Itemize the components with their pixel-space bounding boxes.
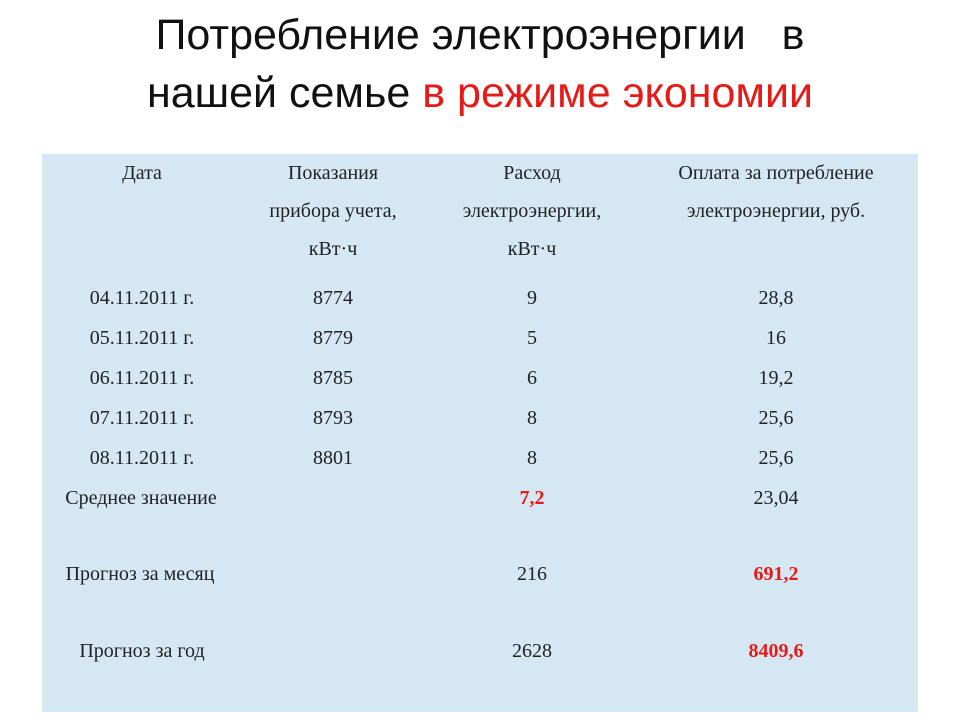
header-meter: Показания прибора учета, кВт·ч: [242, 154, 424, 268]
row-1-date: 04.11.2011 г.: [89, 287, 195, 309]
row-1-usage: 9: [527, 287, 537, 309]
title-line-2-highlight: в режиме экономии: [422, 69, 814, 117]
row-2-usage: 5: [527, 327, 537, 349]
row-4-payment: 25,6: [758, 407, 794, 429]
header-usage-line-3: кВт·ч: [507, 238, 557, 260]
row-1-payment: 28,8: [758, 287, 794, 309]
header-usage-line-2: электроэнергии,: [462, 200, 602, 222]
row-2-date: 05.11.2011 г.: [89, 327, 195, 349]
title-line-2: нашей семье в режиме экономии: [0, 64, 960, 122]
row-4-usage: 8: [527, 407, 537, 429]
forecast-year-payment: 8409,6: [748, 640, 804, 662]
data-table: Дата Показания прибора учета, кВт·ч Расх…: [42, 154, 918, 712]
row-3-date: 06.11.2011 г.: [89, 367, 195, 389]
row-3-usage: 6: [527, 367, 537, 389]
header-payment-line-1: Оплата за потребление: [678, 162, 874, 184]
header-meter-line-3: кВт·ч: [308, 238, 358, 260]
slide-title: Потребление электроэнергии в нашей семье…: [0, 6, 960, 122]
forecast-month-usage: 216: [517, 563, 547, 585]
header-date: Дата: [122, 162, 162, 184]
row-1-meter: 8774: [313, 287, 353, 309]
header-payment-line-2: электроэнергии, руб.: [686, 200, 866, 222]
row-4-date: 07.11.2011 г.: [89, 407, 195, 429]
forecast-year-label: Прогноз за год: [79, 640, 205, 662]
row-2-meter: 8779: [313, 327, 353, 349]
header-usage-line-1: Расход: [503, 162, 561, 184]
row-5-usage: 8: [527, 447, 537, 469]
average-usage: 7,2: [519, 487, 545, 509]
header-usage: Расход электроэнергии, кВт·ч: [424, 154, 640, 268]
row-2-payment: 16: [766, 327, 786, 349]
title-line-2-prefix: нашей семье: [146, 69, 423, 117]
title-line-1: Потребление электроэнергии в: [155, 11, 805, 59]
forecast-month-label: Прогноз за месяц: [65, 563, 215, 585]
row-3-payment: 19,2: [758, 367, 794, 389]
header-meter-line-2: прибора учета,: [269, 200, 397, 222]
row-5-date: 08.11.2011 г.: [89, 447, 195, 469]
forecast-year-usage: 2628: [512, 640, 552, 662]
row-5-payment: 25,6: [758, 447, 794, 469]
average-label: Среднее значение: [65, 487, 217, 509]
header-meter-line-1: Показания: [287, 162, 379, 184]
row-3-meter: 8785: [313, 367, 353, 389]
row-4-meter: 8793: [313, 407, 353, 429]
row-5-meter: 8801: [313, 447, 353, 469]
header-payment: Оплата за потребление электроэнергии, ру…: [640, 154, 912, 230]
average-payment: 23,04: [753, 487, 799, 509]
forecast-month-payment: 691,2: [753, 563, 799, 585]
